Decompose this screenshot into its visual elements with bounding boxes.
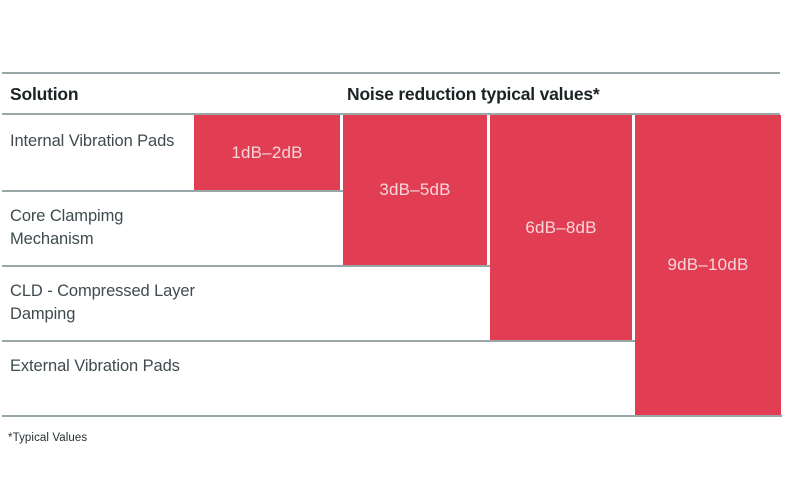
column-header-noise-reduction: Noise reduction typical values* xyxy=(347,84,600,104)
row-label-cld-compressed-layer-damping: CLD - Compressed Layer Damping xyxy=(10,282,195,323)
table-bottom-border xyxy=(2,415,782,417)
bar-9db-10db: 9dB–10dB xyxy=(635,115,781,415)
bar-value-label: 1dB–2dB xyxy=(231,142,303,162)
bar-1db-2db: 1dB–2dB xyxy=(194,115,340,190)
row-label-external-vibration-pads: External Vibration Pads xyxy=(10,357,180,375)
bar-value-label: 6dB–8dB xyxy=(525,217,597,237)
table-top-border xyxy=(2,72,780,74)
row-label-core-clamping-mechanism: Core Clampimg Mechanism xyxy=(10,207,124,248)
row-divider-2 xyxy=(2,265,490,267)
row-label-internal-vibration-pads: Internal Vibration Pads xyxy=(10,132,175,150)
row-divider-1 xyxy=(2,190,343,192)
column-header-solution: Solution xyxy=(10,84,79,104)
footnote-typical-values: *Typical Values xyxy=(8,432,88,444)
row-divider-3 xyxy=(2,340,635,342)
header-divider-line xyxy=(2,113,780,115)
bar-3db-5db: 3dB–5dB xyxy=(343,115,487,265)
bar-value-label: 3dB–5dB xyxy=(379,180,451,199)
bar-6db-8db: 6dB–8dB xyxy=(490,115,632,340)
bar-value-label: 9dB–10dB xyxy=(667,255,749,274)
